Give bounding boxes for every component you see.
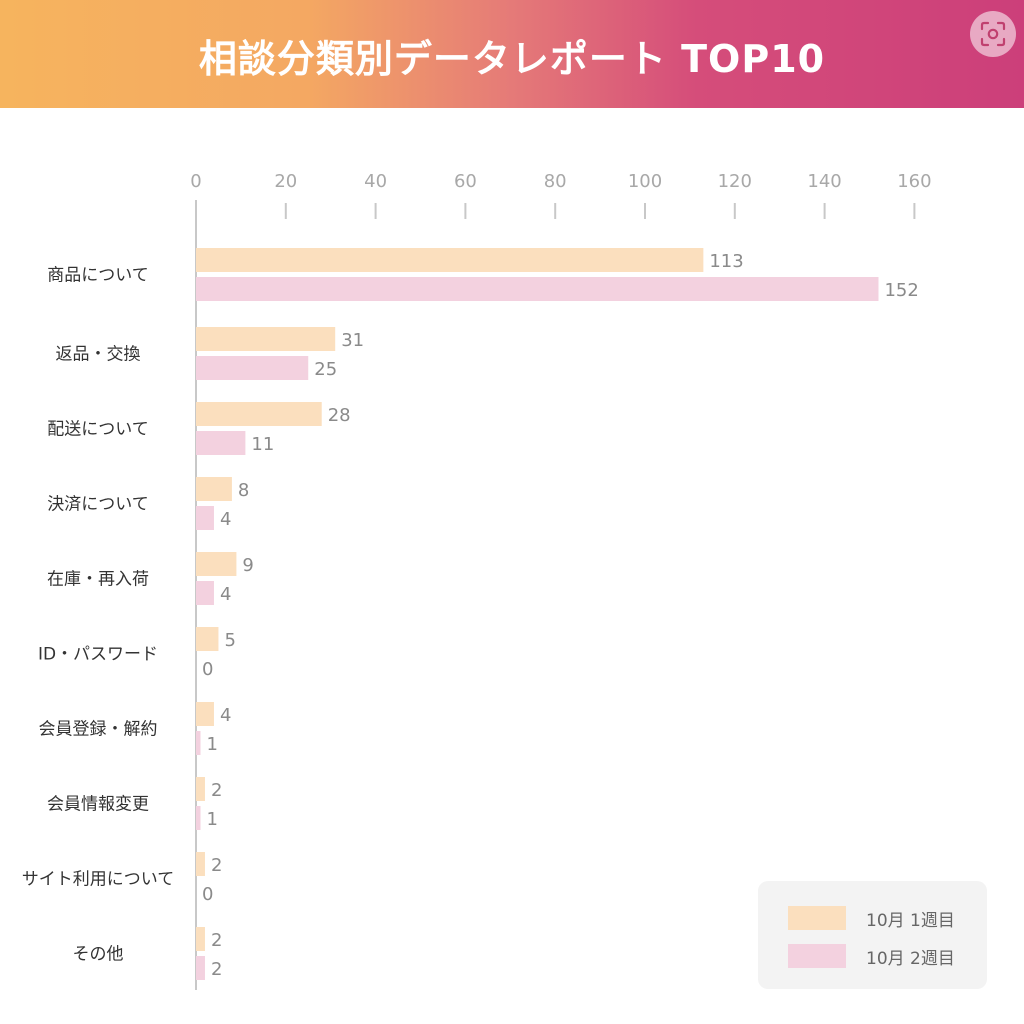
category-label: 在庫・再入荷 xyxy=(47,570,149,590)
data-label: 2 xyxy=(211,959,222,980)
data-label: 4 xyxy=(220,705,231,726)
legend-label-week1: 10月 1週目 xyxy=(866,910,955,931)
data-label: 4 xyxy=(220,509,231,530)
bar-week1 xyxy=(196,477,232,501)
data-label: 31 xyxy=(341,330,364,351)
legend-item-week1: 10月 1週目 xyxy=(788,905,955,931)
category-label: 返品・交換 xyxy=(56,345,141,365)
bar-week1 xyxy=(196,327,336,351)
x-tick-label: 20 xyxy=(274,171,297,192)
header-banner xyxy=(0,0,1024,108)
x-tick-label: 140 xyxy=(807,171,841,192)
page-title: 相談分類別データレポート TOP10 xyxy=(198,37,826,81)
category-label: 決済について xyxy=(47,495,149,515)
data-label: 1 xyxy=(206,734,217,755)
bar-week2 xyxy=(196,956,205,980)
bar-week2 xyxy=(196,356,309,380)
scan-button[interactable] xyxy=(970,11,1016,57)
bar-week1 xyxy=(196,702,214,726)
bar-week2 xyxy=(196,431,246,455)
bar-week2 xyxy=(196,277,879,301)
data-label: 4 xyxy=(220,584,231,605)
bar-week1 xyxy=(196,852,205,876)
bar-week2 xyxy=(196,731,201,755)
x-tick-label: 80 xyxy=(544,171,567,192)
bar-week1 xyxy=(196,552,237,576)
legend-item-week2: 10月 2週目 xyxy=(788,943,955,969)
bar-week1 xyxy=(196,248,704,272)
legend-label-week2: 10月 2週目 xyxy=(866,948,955,969)
category-label: 会員情報変更 xyxy=(47,795,149,815)
data-label: 2 xyxy=(211,780,222,801)
bar-week1 xyxy=(196,627,219,651)
bar-week2 xyxy=(196,506,214,530)
data-label: 2 xyxy=(211,930,222,951)
category-label: その他 xyxy=(73,945,124,965)
data-label: 0 xyxy=(202,884,213,905)
data-label: 152 xyxy=(884,280,918,301)
x-tick-label: 0 xyxy=(190,171,201,192)
x-tick-label: 100 xyxy=(628,171,662,192)
legend-swatch-week1 xyxy=(788,906,846,930)
data-label: 25 xyxy=(314,359,337,380)
data-label: 11 xyxy=(251,434,274,455)
chart-legend: 10月 1週目 10月 2週目 xyxy=(758,881,987,989)
bar-week2 xyxy=(196,581,214,605)
data-label: 8 xyxy=(238,480,249,501)
legend-swatch-week2 xyxy=(788,944,846,968)
bar-week1 xyxy=(196,927,205,951)
x-tick-label: 160 xyxy=(897,171,931,192)
bar-week2 xyxy=(196,806,201,830)
data-label: 2 xyxy=(211,855,222,876)
category-label: サイト利用について xyxy=(22,870,175,890)
data-label: 0 xyxy=(202,659,213,680)
data-label: 1 xyxy=(206,809,217,830)
category-label: 商品について xyxy=(47,266,149,286)
bar-week1 xyxy=(196,402,322,426)
x-tick-label: 60 xyxy=(454,171,477,192)
category-label: 配送について xyxy=(47,420,149,440)
category-label: 会員登録・解約 xyxy=(39,720,158,740)
bar-week1 xyxy=(196,777,205,801)
category-label: ID・パスワード xyxy=(38,645,158,665)
data-label: 9 xyxy=(242,555,253,576)
data-label: 113 xyxy=(709,251,743,272)
data-label: 28 xyxy=(328,405,351,426)
data-label: 5 xyxy=(224,630,235,651)
x-tick-label: 40 xyxy=(364,171,387,192)
x-tick-label: 120 xyxy=(718,171,752,192)
scan-icon xyxy=(980,21,1006,47)
